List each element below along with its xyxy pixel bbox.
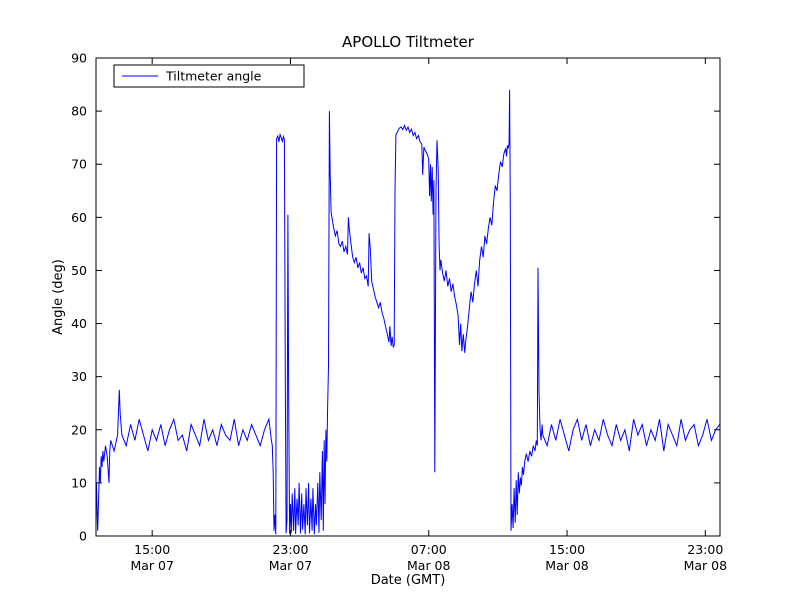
x-tick-sublabel: Mar 08 xyxy=(545,558,589,573)
y-tick-label: 90 xyxy=(71,51,87,66)
x-tick-label: 15:00 xyxy=(134,542,170,557)
y-tick-label: 0 xyxy=(79,529,87,544)
x-tick-label: 23:00 xyxy=(272,542,308,557)
x-tick-sublabel: Mar 07 xyxy=(130,558,173,573)
y-tick-label: 30 xyxy=(71,369,87,384)
y-tick-label: 20 xyxy=(71,422,87,437)
y-tick-label: 60 xyxy=(71,210,87,225)
x-tick-label: 23:00 xyxy=(687,542,723,557)
x-axis-label: Date (GMT) xyxy=(371,573,446,588)
y-axis-label: Angle (deg) xyxy=(51,259,66,335)
chart-title: APOLLO Tiltmeter xyxy=(342,33,475,51)
y-tick-label: 70 xyxy=(71,157,87,172)
legend-box xyxy=(113,64,305,88)
x-tick-sublabel: Mar 07 xyxy=(269,558,312,573)
x-tick-sublabel: Mar 08 xyxy=(407,558,451,573)
x-tick-label: 15:00 xyxy=(549,542,585,557)
legend: Tiltmeter angle xyxy=(113,64,305,88)
tiltmeter-angle-line xyxy=(95,89,721,535)
axes-border xyxy=(95,57,721,537)
y-tick-label: 10 xyxy=(71,475,87,490)
x-tick-label: 07:00 xyxy=(411,542,447,557)
y-tick-label: 50 xyxy=(71,263,87,278)
y-tick-label: 80 xyxy=(71,104,87,119)
y-tick-label: 40 xyxy=(71,316,87,331)
legend-label: Tiltmeter angle xyxy=(165,69,262,84)
x-tick-sublabel: Mar 08 xyxy=(684,558,728,573)
